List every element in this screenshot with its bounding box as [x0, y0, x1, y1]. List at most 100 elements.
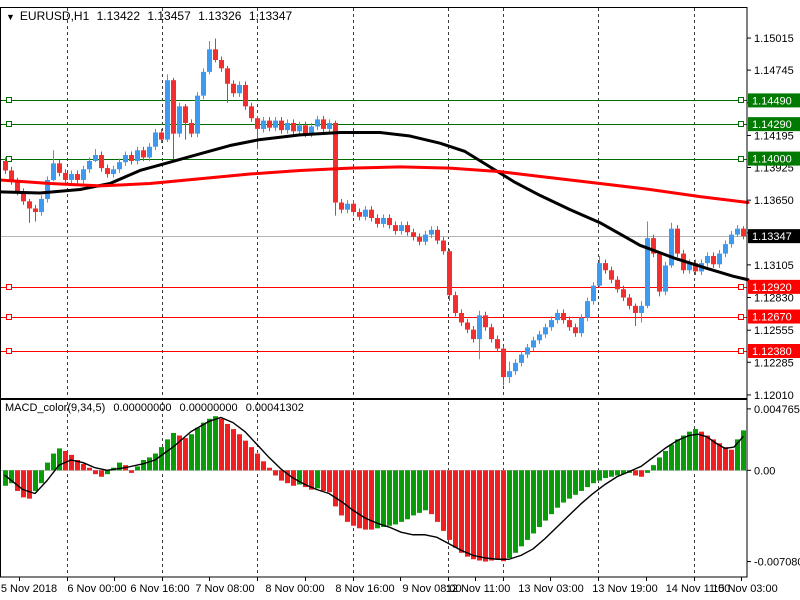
candle-body: [459, 312, 464, 323]
price-badge-resistance: 1.14290: [748, 117, 800, 132]
macd-bar: [393, 470, 398, 525]
candle-body: [261, 120, 266, 129]
macd-bar: [399, 470, 404, 522]
candle-body: [579, 317, 584, 334]
resistance-line-1.14290[interactable]: [1, 121, 747, 127]
candle-body: [159, 132, 164, 140]
candle-body: [729, 234, 734, 245]
macd-bar: [159, 447, 164, 471]
macd-bar: [201, 422, 206, 471]
candle-body: [3, 160, 8, 171]
candle-body: [363, 209, 368, 217]
macd-axis[interactable]: 0.004765 0.00 -0.007080: [747, 404, 800, 569]
time-axis[interactable]: 5 Nov 2018 6 Nov 00:00 6 Nov 16:00 7 Nov 08…: [1, 577, 778, 595]
macd-bar: [15, 470, 20, 491]
macd-bar: [579, 470, 584, 491]
macd-bar: [741, 430, 746, 471]
symbol-period-label: EURUSD,H1: [19, 9, 90, 23]
time-tick-label: 5 Nov 2018: [1, 583, 57, 595]
candle-body: [741, 228, 746, 237]
svg-text:1.14490: 1.14490: [752, 95, 792, 107]
macd-bar: [483, 470, 488, 562]
svg-text:1.14000: 1.14000: [752, 154, 792, 166]
candle-body: [489, 327, 494, 340]
candle-body: [117, 162, 122, 170]
candle-body: [429, 229, 434, 235]
macd-bar: [375, 470, 380, 529]
candle-body: [603, 263, 608, 271]
macd-bar: [555, 470, 560, 508]
candles[interactable]: [3, 38, 746, 386]
candle-body: [213, 49, 218, 61]
price-badge-current: 1.13347: [748, 229, 800, 244]
price-tick-label: 1.12285: [754, 357, 794, 369]
candle-body: [351, 203, 356, 213]
candle-body: [123, 155, 128, 163]
candle-body: [375, 217, 380, 224]
candle-body: [129, 155, 134, 161]
support-line-1.12670[interactable]: [1, 314, 747, 320]
macd-bar: [45, 462, 50, 471]
resistance-line-1.14490[interactable]: [1, 97, 747, 103]
macd-bar: [477, 470, 482, 561]
candle-body: [357, 212, 362, 217]
candle-body: [723, 244, 728, 254]
pane-borders: [0, 7, 748, 578]
macd-bar: [33, 470, 38, 491]
time-tick-label: 7 Nov 08:00: [195, 583, 254, 595]
time-tick-label: 8 Nov 00:00: [265, 583, 324, 595]
macd-bar: [525, 470, 530, 540]
price-badge-support: 1.12920: [748, 279, 800, 294]
macd-bar: [411, 470, 416, 516]
candle-body: [171, 80, 176, 134]
macd-bar: [9, 470, 14, 484]
candle-body: [555, 312, 560, 321]
candle-body: [477, 315, 482, 340]
macd-indicator-header: MACD_color(9,34,5) 0.00000000 0.00000000…: [5, 402, 309, 414]
resistance-line-1.14000[interactable]: [1, 156, 747, 162]
candle-body: [447, 251, 452, 296]
macd-bar: [69, 454, 74, 471]
macd-bar: [663, 450, 668, 471]
price-tick-label: 1.14195: [754, 130, 794, 142]
candle-body: [63, 172, 68, 180]
candle-body: [219, 60, 224, 69]
macd-indicator-label: MACD_color(9,34,5): [5, 402, 106, 414]
macd-value-3: 0.00041302: [245, 402, 304, 414]
macd-bar: [387, 470, 392, 526]
candle-body: [267, 120, 272, 128]
candle-body: [153, 132, 158, 147]
macd-bar: [513, 470, 518, 553]
candle-body: [591, 285, 596, 302]
candle-body: [231, 83, 236, 94]
macd-bar: [603, 470, 608, 479]
macd-bar: [531, 470, 536, 534]
macd-bar: [669, 444, 674, 471]
candle-body: [411, 232, 416, 237]
macd-bar: [699, 431, 704, 471]
macd-bar: [489, 470, 494, 561]
macd-bar: [567, 470, 572, 499]
candle-body: [735, 228, 740, 235]
candle-body: [75, 174, 80, 180]
macd-tick-label: 0.00: [754, 465, 775, 477]
candle-body: [687, 263, 692, 271]
macd-bar: [423, 470, 428, 511]
macd-bar: [597, 470, 602, 481]
macd-bar: [381, 470, 386, 528]
time-tick-label: 6 Nov 16:00: [130, 583, 189, 595]
candle-body: [147, 146, 152, 158]
candle-body: [21, 191, 26, 202]
macd-value-2: 0.00000000: [179, 402, 238, 414]
support-line-1.12920[interactable]: [1, 284, 747, 290]
candle-body: [399, 225, 404, 232]
candle-body: [111, 169, 116, 175]
macd-bar: [177, 435, 182, 471]
macd-bar: [591, 470, 596, 484]
macd-bar: [267, 467, 272, 471]
collapse-triangle-icon[interactable]: ▼: [6, 12, 15, 22]
macd-bar: [117, 462, 122, 471]
support-line-1.12380[interactable]: [1, 348, 747, 354]
candle-body: [567, 320, 572, 328]
